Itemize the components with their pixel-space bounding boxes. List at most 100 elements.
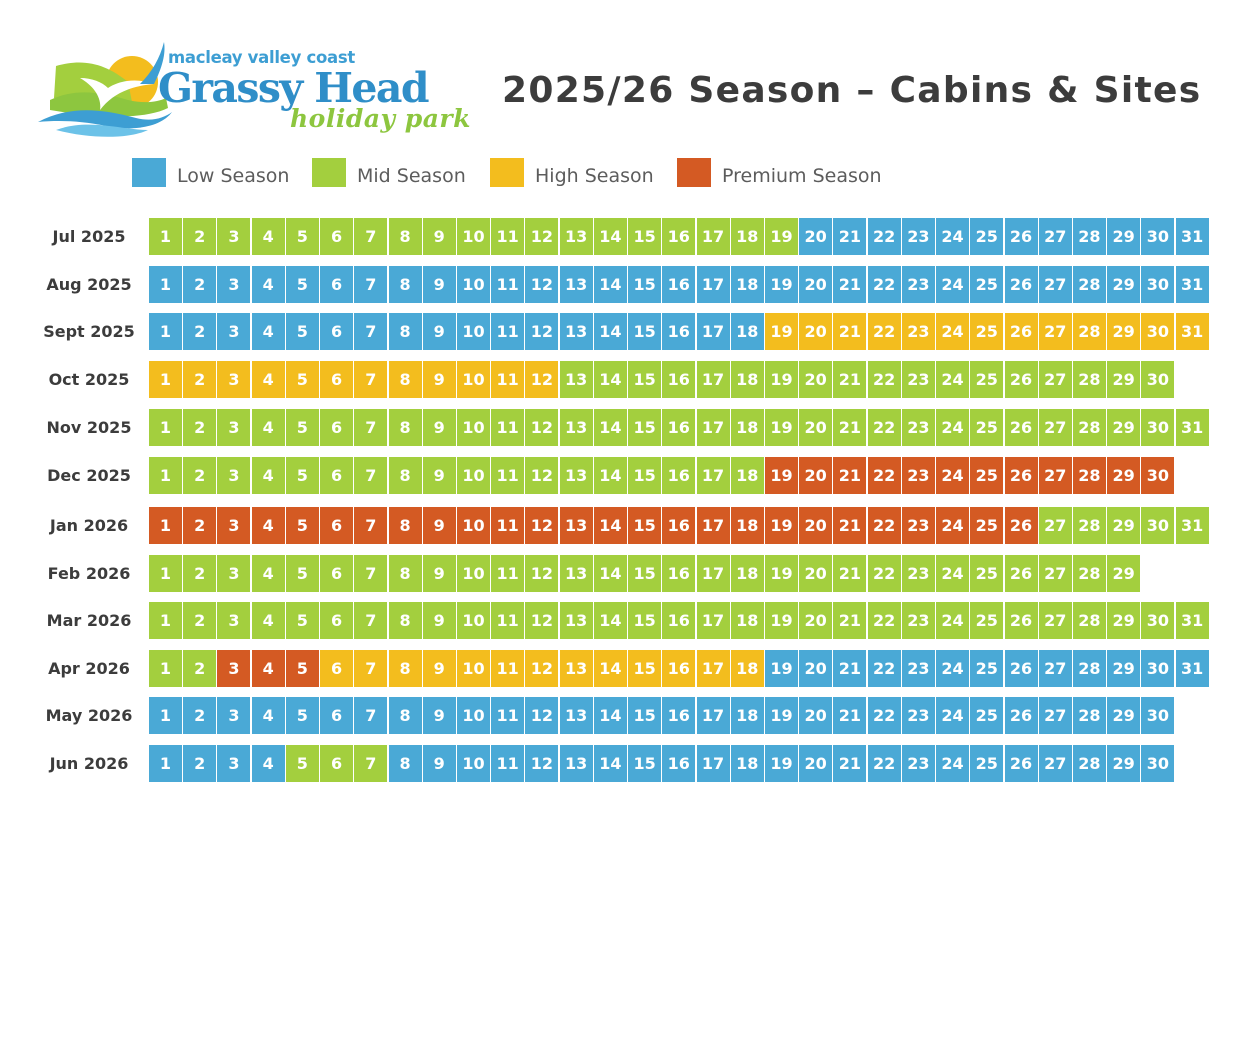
day-cell-premium: 28 [1072, 457, 1106, 494]
day-cell-mid: 16 [662, 218, 696, 255]
day-cell-mid: 11 [491, 555, 525, 592]
day-cell-mid: 21 [833, 409, 867, 446]
day-cell-mid: 24 [936, 555, 970, 592]
day-cell-mid: 7 [354, 457, 388, 494]
day-cell-mid: 18 [730, 555, 764, 592]
day-cell-mid: 9 [422, 218, 456, 255]
month-row: Sept 2025 1 2 3 4 5 6 7 8 9 10 11 12 13 14 15 16 17 18 19 20… [0, 313, 1240, 350]
day-cell-mid: 3 [217, 555, 251, 592]
day-cell-high: 6 [320, 361, 354, 398]
day-cell-mid: 4 [251, 218, 285, 255]
day-cell-mid: 8 [388, 409, 422, 446]
day-cell-low: 9 [422, 697, 456, 734]
day-cell-mid: 5 [285, 457, 319, 494]
day-cell-low: 12 [525, 266, 559, 303]
legend-swatch-mid [312, 158, 346, 187]
day-cell-mid: 6 [320, 602, 354, 639]
month-row: Apr 2026 1 2 3 4 5 6 7 8 9 10 11 12 13 14 15 16 17 18 19 20 2… [0, 650, 1240, 687]
day-cell-low: 18 [730, 745, 764, 782]
day-cell-mid: 28 [1072, 507, 1106, 544]
month-row: Jan 2026 1 2 3 4 5 6 7 8 9 10 11 12 13 14 15 16 17 18 19 20 2… [0, 507, 1240, 544]
month-label: Jun 2026 [49, 754, 129, 773]
day-cell-mid: 29 [1107, 602, 1141, 639]
day-cell-mid: 23 [901, 555, 935, 592]
day-cell-low: 24 [936, 697, 970, 734]
day-cell-low: 23 [901, 266, 935, 303]
day-cell-low: 29 [1107, 697, 1141, 734]
grassy-head-logo: macleay valley coast Grassy Head holiday… [36, 38, 470, 143]
day-cell-low: 29 [1107, 745, 1141, 782]
day-cell-low: 20 [799, 697, 833, 734]
month-row: Dec 2025 1 2 3 4 5 6 7 8 9 10 11 12 13 14 15 16 17 18 19 20 2… [0, 457, 1240, 494]
month-label: Dec 2025 [47, 466, 131, 485]
day-cell-high: 4 [251, 361, 285, 398]
day-cell-mid: 13 [559, 361, 593, 398]
month-row: Nov 2025 1 2 3 4 5 6 7 8 9 10 11 12 13 14 15 16 17 18 19 20 2… [0, 409, 1240, 446]
day-cell-premium: 26 [1004, 507, 1038, 544]
day-cell-low: 24 [936, 218, 970, 255]
day-cell-mid: 31 [1175, 602, 1209, 639]
day-cell-mid: 4 [251, 409, 285, 446]
day-cell-mid: 12 [525, 218, 559, 255]
day-cell-mid: 12 [525, 602, 559, 639]
day-cell-mid: 16 [662, 409, 696, 446]
day-cell-low: 29 [1107, 218, 1141, 255]
day-cell-high: 31 [1175, 313, 1209, 350]
day-cell-high: 2 [183, 361, 217, 398]
day-cell-high: 30 [1141, 313, 1175, 350]
day-cell-low: 15 [628, 745, 662, 782]
month-label: Feb 2026 [47, 564, 131, 583]
day-cell-premium: 4 [251, 507, 285, 544]
day-cell-mid: 25 [970, 361, 1004, 398]
day-cell-mid: 5 [285, 218, 319, 255]
day-cell-mid: 15 [628, 555, 662, 592]
day-cell-mid: 6 [320, 555, 354, 592]
legend-swatch-premium [677, 158, 711, 187]
month-label: Apr 2026 [48, 659, 130, 678]
day-cell-mid: 9 [422, 602, 456, 639]
day-cell-mid: 13 [559, 555, 593, 592]
logo-tagline: macleay valley coast [168, 48, 355, 67]
day-cell-mid: 15 [628, 218, 662, 255]
day-cell-low: 26 [1004, 745, 1038, 782]
day-cell-low: 28 [1072, 697, 1106, 734]
day-cell-mid: 8 [388, 457, 422, 494]
day-cell-high: 9 [422, 361, 456, 398]
month-row: Jul 2025 1 2 3 4 5 6 7 8 9 10 11 12 13 14 15 16 17 18 19 20 2… [0, 218, 1240, 255]
day-cell-mid: 27 [1038, 602, 1072, 639]
day-cell-mid: 8 [388, 555, 422, 592]
day-cell-low: 27 [1038, 697, 1072, 734]
day-cell-low: 27 [1038, 650, 1072, 687]
day-cell-premium: 3 [217, 507, 251, 544]
day-cell-high: 8 [388, 650, 422, 687]
day-cell-low: 19 [764, 697, 798, 734]
day-cell-mid: 16 [662, 555, 696, 592]
day-cell-high: 10 [456, 361, 490, 398]
day-cell-mid: 19 [764, 218, 798, 255]
day-cell-low: 1 [149, 697, 182, 734]
day-cell-low: 5 [285, 266, 319, 303]
day-cell-low: 3 [217, 313, 251, 350]
day-cell-low: 20 [799, 745, 833, 782]
month-label: Nov 2025 [46, 418, 132, 437]
day-cell-low: 2 [183, 266, 217, 303]
day-cell-low: 22 [867, 266, 901, 303]
day-cell-mid: 26 [1004, 409, 1038, 446]
day-cell-premium: 13 [559, 507, 593, 544]
day-cell-mid: 26 [1004, 602, 1038, 639]
day-cell-mid: 3 [217, 409, 251, 446]
day-cell-mid: 10 [456, 409, 490, 446]
day-cell-mid: 10 [456, 457, 490, 494]
day-cell-low: 19 [764, 266, 798, 303]
month-row: Mar 2026 1 2 3 4 5 6 7 8 9 10 11 12 13 14 15 16 17 18 19 20 2… [0, 602, 1240, 639]
day-cell-mid: 20 [799, 602, 833, 639]
day-cell-high: 3 [217, 361, 251, 398]
day-cell-low: 26 [1004, 697, 1038, 734]
day-cell-mid: 29 [1107, 555, 1141, 592]
day-cell-mid: 31 [1175, 409, 1209, 446]
day-cell-mid: 15 [628, 457, 662, 494]
day-cell-low: 10 [456, 745, 490, 782]
day-cell-mid: 31 [1175, 507, 1209, 544]
day-cell-premium: 11 [491, 507, 525, 544]
day-cell-mid: 22 [867, 361, 901, 398]
